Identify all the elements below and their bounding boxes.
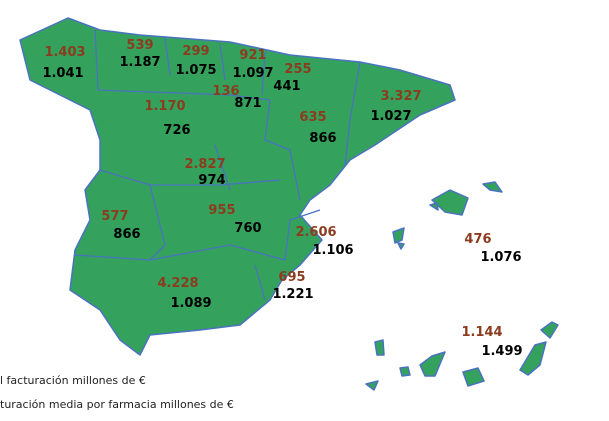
island xyxy=(431,189,469,216)
region-total: 577 xyxy=(101,209,128,224)
region-average: 1.076 xyxy=(480,250,521,265)
region-average: 1.097 xyxy=(232,66,273,81)
region-total: 255 xyxy=(284,62,311,77)
region-total: 695 xyxy=(278,270,305,285)
region-average: 1.499 xyxy=(481,344,522,359)
spain-mainland xyxy=(19,17,456,356)
region-average: 871 xyxy=(234,96,261,111)
region-average: 866 xyxy=(309,131,336,146)
island xyxy=(540,321,559,339)
island xyxy=(429,202,439,211)
island xyxy=(519,341,547,376)
legend-total: l facturación millones de € xyxy=(0,374,146,387)
island xyxy=(397,242,405,250)
island xyxy=(482,181,503,193)
island xyxy=(374,339,385,356)
island xyxy=(365,380,379,391)
legend-average: turación media por farmacia millones de … xyxy=(0,398,234,411)
region-average: 1.041 xyxy=(42,66,83,81)
region-total: 136 xyxy=(212,84,239,99)
islands xyxy=(365,181,559,391)
region-labels: 1.403 1.041 539 1.187 299 1.075 921 1.097 255 441… xyxy=(42,38,522,359)
region-borders xyxy=(74,29,361,301)
region-total: 1.144 xyxy=(461,325,502,340)
region-total: 539 xyxy=(126,38,153,53)
region-average: 1.187 xyxy=(119,55,160,70)
region-average: 1.089 xyxy=(170,296,211,311)
region-average: 974 xyxy=(198,173,225,188)
region-total: 635 xyxy=(299,110,326,125)
region-total: 476 xyxy=(464,232,491,247)
region-total: 1.403 xyxy=(44,45,85,60)
region-average: 1.106 xyxy=(312,243,353,258)
island xyxy=(399,366,411,377)
region-total: 1.170 xyxy=(144,99,185,114)
region-total: 921 xyxy=(239,48,266,63)
region-total: 299 xyxy=(182,44,209,59)
region-total: 2.827 xyxy=(184,157,225,172)
island xyxy=(419,351,446,377)
region-total: 2.606 xyxy=(295,225,336,240)
region-total: 955 xyxy=(208,203,235,218)
island xyxy=(392,227,405,244)
island xyxy=(462,367,485,387)
region-average: 1.027 xyxy=(370,109,411,124)
mainland xyxy=(19,17,456,356)
region-total: 3.327 xyxy=(380,89,421,104)
region-total: 4.228 xyxy=(157,276,198,291)
region-average: 726 xyxy=(163,123,190,138)
region-average: 760 xyxy=(234,221,261,236)
region-average: 866 xyxy=(113,227,140,242)
region-average: 441 xyxy=(273,79,300,94)
region-average: 1.075 xyxy=(175,63,216,78)
region-average: 1.221 xyxy=(272,287,313,302)
